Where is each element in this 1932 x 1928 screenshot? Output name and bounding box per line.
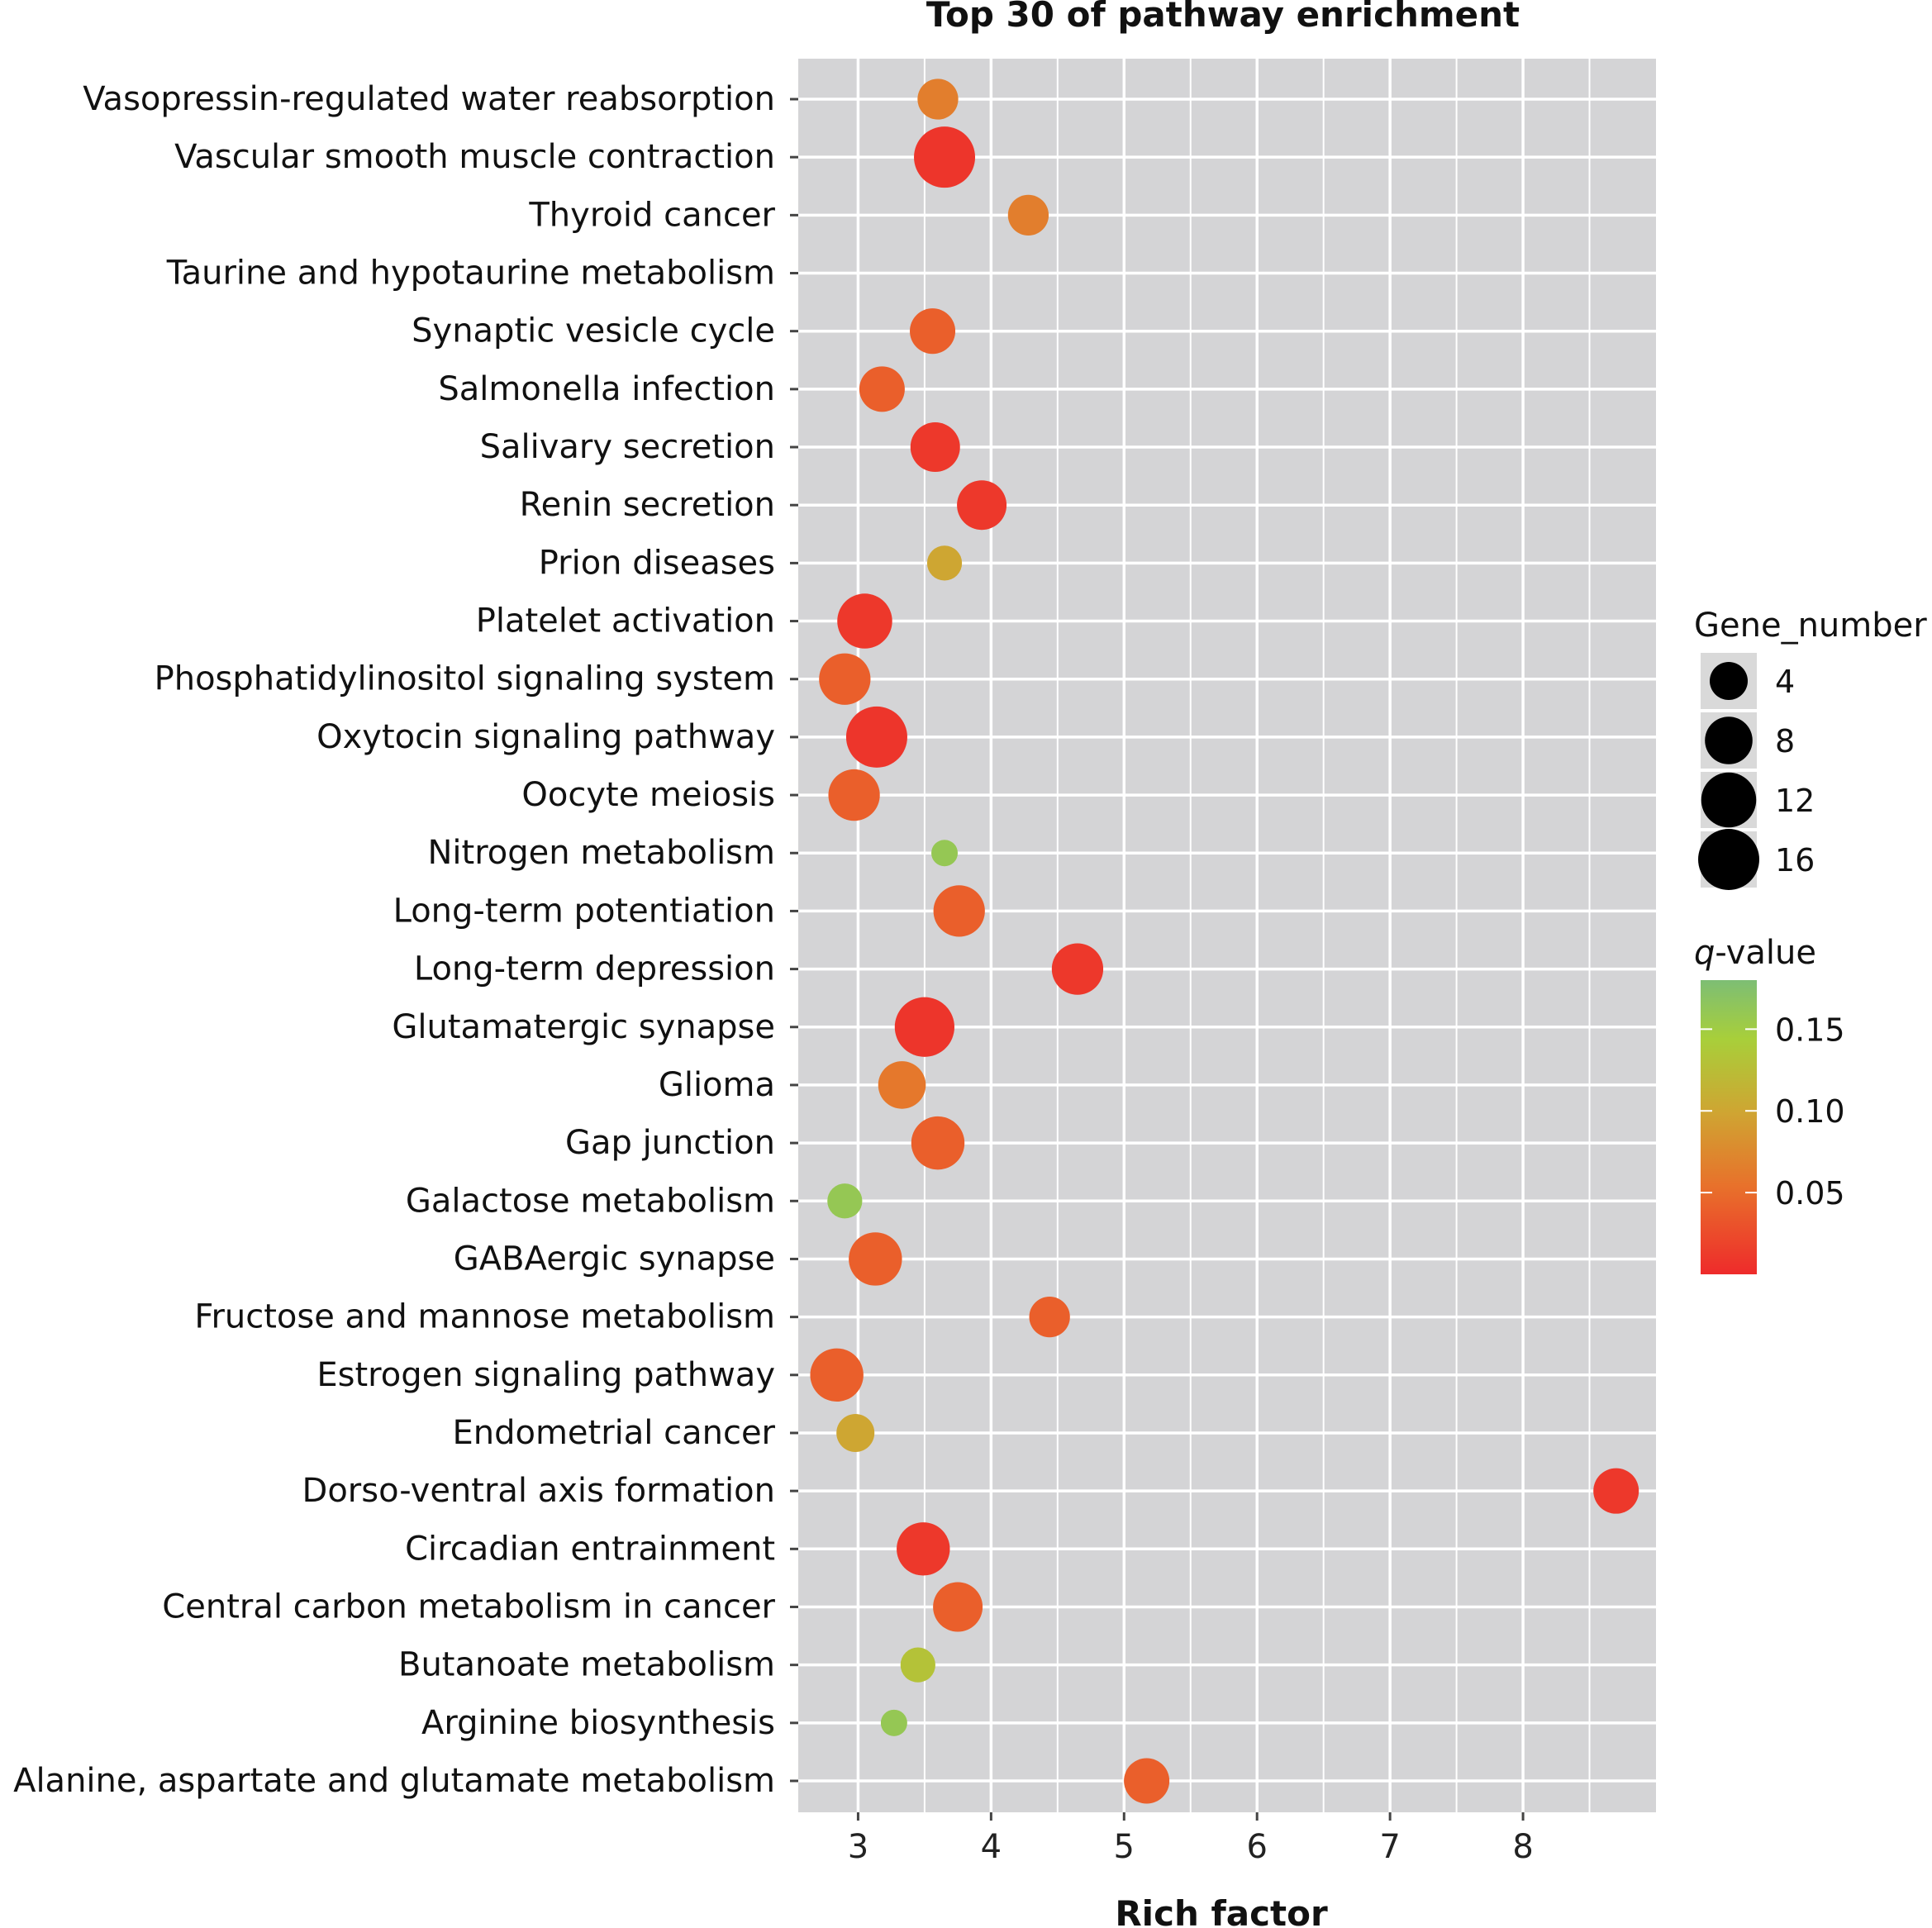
y-tick-label: Oxytocin signaling pathway bbox=[316, 718, 775, 756]
data-point bbox=[957, 480, 1007, 531]
y-tick-label: Arginine biosynthesis bbox=[421, 1704, 775, 1742]
y-tick-label: Estrogen signaling pathway bbox=[316, 1356, 775, 1394]
data-point bbox=[828, 769, 880, 821]
data-point bbox=[827, 1183, 863, 1219]
x-tick-label: 3 bbox=[848, 1828, 868, 1866]
size-legend-label: 4 bbox=[1775, 664, 1795, 700]
y-tick-label: Vascular smooth muscle contraction bbox=[174, 138, 775, 176]
y-tick-label: Phosphatidylinositol signaling system bbox=[155, 660, 775, 698]
y-tick-label: Gap junction bbox=[565, 1124, 775, 1162]
x-tick-label: 5 bbox=[1114, 1828, 1135, 1866]
size-legend: 4 8 12 16 bbox=[1698, 653, 1815, 890]
data-point bbox=[917, 79, 959, 120]
x-tick-label: 6 bbox=[1246, 1828, 1267, 1866]
grid-lines bbox=[798, 59, 1656, 1812]
color-legend-ticks: 0.15 0.10 0.05 bbox=[1701, 1012, 1845, 1212]
color-legend-label: 0.15 bbox=[1775, 1012, 1845, 1048]
size-legend-dot bbox=[1705, 716, 1753, 764]
chart-title: Top 30 of pathway enrichment bbox=[926, 0, 1520, 35]
y-tick-label: Oocyte meiosis bbox=[521, 776, 775, 814]
data-point bbox=[897, 1522, 950, 1576]
data-point bbox=[845, 706, 907, 768]
data-point bbox=[837, 593, 892, 649]
data-point bbox=[819, 653, 871, 705]
data-point bbox=[1593, 1468, 1639, 1514]
y-tick-label: Alanine, aspartate and glutamate metabol… bbox=[13, 1762, 775, 1800]
y-tick-label: Platelet activation bbox=[476, 602, 775, 640]
y-tick-label: Endometrial cancer bbox=[452, 1414, 775, 1452]
y-tick-label: Galactose metabolism bbox=[406, 1182, 775, 1220]
size-legend-dot bbox=[1710, 662, 1748, 700]
y-tick-label: Glioma bbox=[659, 1066, 775, 1104]
data-point bbox=[1051, 943, 1104, 995]
data-point bbox=[933, 885, 985, 937]
y-tick-label: Synaptic vesicle cycle bbox=[412, 312, 775, 350]
y-tick-label: GABAergic synapse bbox=[454, 1240, 775, 1278]
data-point bbox=[931, 840, 959, 867]
color-legend-bar bbox=[1701, 980, 1757, 1274]
color-legend-label: 0.10 bbox=[1775, 1093, 1845, 1130]
y-tick-label: Renin secretion bbox=[520, 486, 775, 524]
size-legend-label: 16 bbox=[1775, 842, 1815, 878]
data-point bbox=[836, 1413, 875, 1452]
data-points bbox=[810, 79, 1639, 1804]
data-point bbox=[933, 1582, 983, 1632]
x-tick-label: 8 bbox=[1512, 1828, 1533, 1866]
y-tick-label: Thyroid cancer bbox=[528, 196, 775, 234]
color-legend-label: 0.05 bbox=[1775, 1175, 1845, 1212]
size-legend-label: 8 bbox=[1775, 723, 1795, 759]
size-legend-dot bbox=[1698, 829, 1759, 890]
data-point bbox=[880, 1709, 907, 1736]
color-legend-title: q-value bbox=[1694, 934, 1816, 972]
x-tick-label: 4 bbox=[981, 1828, 1002, 1866]
y-tick-label: Dorso-ventral axis formation bbox=[302, 1472, 775, 1510]
size-legend-label: 12 bbox=[1775, 783, 1815, 819]
size-legend-title: Gene_number bbox=[1694, 607, 1927, 645]
data-point bbox=[926, 545, 963, 581]
data-point bbox=[894, 997, 954, 1057]
y-tick-label: Circadian entrainment bbox=[405, 1530, 775, 1568]
y-tick-label: Vasopressin-regulated water reabsorption bbox=[83, 80, 775, 118]
data-point bbox=[910, 422, 960, 473]
data-point bbox=[849, 1232, 902, 1286]
y-tick-label: Prion diseases bbox=[539, 544, 775, 582]
data-point bbox=[859, 366, 905, 412]
data-point bbox=[900, 1647, 935, 1683]
y-tick-label: Glutamatergic synapse bbox=[392, 1008, 775, 1046]
data-point bbox=[810, 1348, 864, 1402]
data-point bbox=[878, 1061, 926, 1109]
y-tick-label: Central carbon metabolism in cancer bbox=[162, 1588, 775, 1626]
y-tick-label: Long-term potentiation bbox=[393, 892, 775, 930]
y-tick-label: Butanoate metabolism bbox=[398, 1646, 775, 1684]
y-tick-label: Fructose and mannose metabolism bbox=[194, 1298, 775, 1336]
data-point bbox=[910, 308, 956, 355]
y-axis-labels: Vasopressin-regulated water reabsorption… bbox=[13, 80, 775, 1800]
y-tick-label: Nitrogen metabolism bbox=[428, 834, 776, 872]
data-point bbox=[911, 1116, 965, 1170]
data-point bbox=[1007, 194, 1049, 236]
data-point bbox=[1029, 1296, 1070, 1338]
y-tick-label: Long-term depression bbox=[414, 950, 775, 988]
x-axis-title: Rich factor bbox=[1115, 1893, 1328, 1928]
y-tick-label: Salivary secretion bbox=[480, 428, 775, 466]
data-point bbox=[1124, 1758, 1170, 1804]
y-axis-ticks bbox=[790, 98, 798, 1783]
y-tick-label: Salmonella infection bbox=[438, 370, 775, 408]
y-tick-label: Taurine and hypotaurine metabolism bbox=[166, 255, 775, 293]
data-point bbox=[914, 126, 976, 188]
x-tick-label: 7 bbox=[1379, 1828, 1400, 1866]
x-axis-ticks: 3 4 5 6 7 8 bbox=[848, 1812, 1534, 1866]
size-legend-dot bbox=[1701, 772, 1757, 828]
